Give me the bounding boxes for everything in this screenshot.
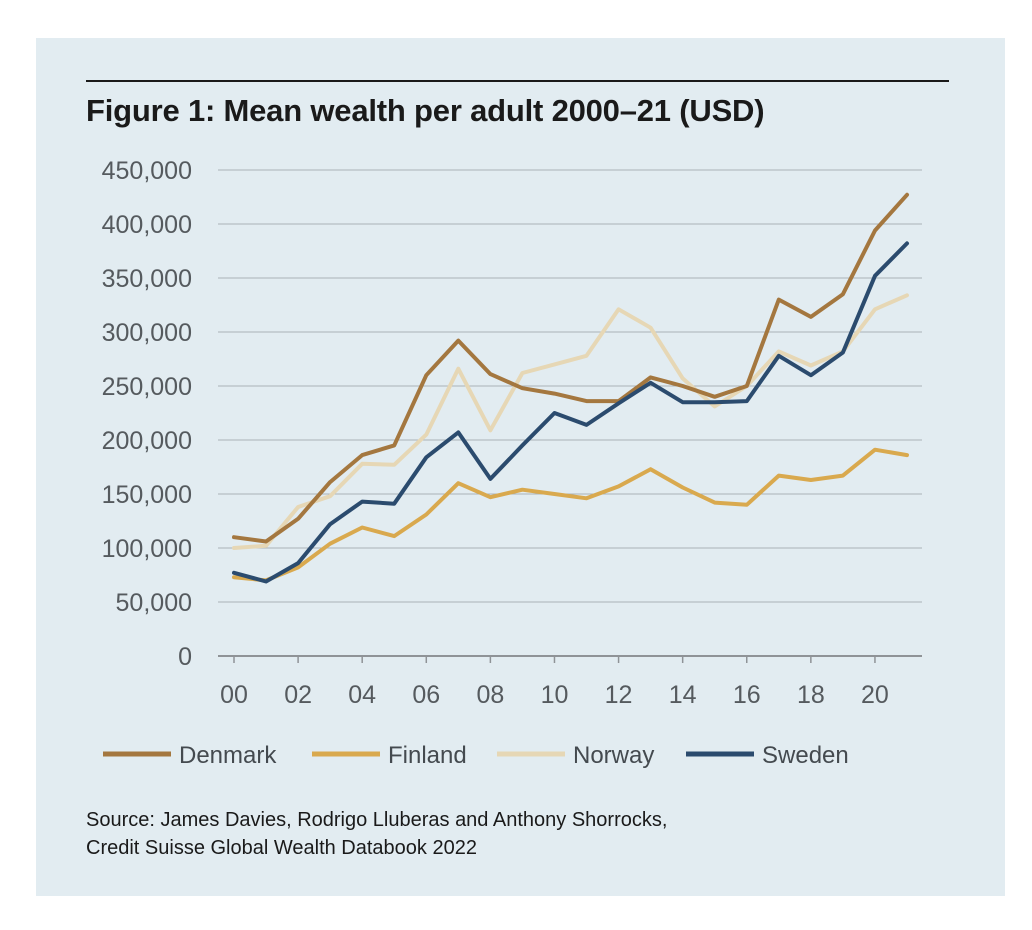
legend-label-sweden: Sweden (762, 742, 849, 769)
y-tick-label: 150,000 (102, 481, 192, 509)
legend-label-denmark: Denmark (179, 742, 277, 769)
y-tick-label: 450,000 (102, 157, 192, 185)
chart-title: Figure 1: Mean wealth per adult 2000–21 … (86, 93, 765, 128)
source-note: Source: James Davies, Rodrigo Lluberas a… (86, 806, 667, 862)
series-line-norway (232, 293, 909, 550)
y-tick-label: 400,000 (102, 211, 192, 239)
x-tick-label: 10 (541, 681, 569, 709)
legend-label-norway: Norway (573, 742, 654, 769)
y-tick-label: 50,000 (116, 589, 192, 617)
x-tick-label: 06 (412, 681, 440, 709)
x-tick-label: 20 (861, 681, 889, 709)
title-rule (86, 80, 949, 82)
x-tick-label: 00 (220, 681, 248, 709)
x-tick-label: 04 (348, 681, 376, 709)
series-line-denmark (232, 192, 909, 544)
x-tick-label: 16 (733, 681, 761, 709)
x-tick-label: 14 (669, 681, 697, 709)
y-tick-label: 350,000 (102, 265, 192, 293)
y-tick-label: 200,000 (102, 427, 192, 455)
x-tick-label: 08 (476, 681, 504, 709)
series-line-sweden (232, 241, 909, 584)
y-tick-label: 100,000 (102, 535, 192, 563)
y-tick-label: 250,000 (102, 373, 192, 401)
source-line-2: Credit Suisse Global Wealth Databook 202… (86, 837, 477, 859)
y-tick-label: 0 (178, 643, 192, 671)
y-tick-label: 300,000 (102, 319, 192, 347)
legend-label-finland: Finland (388, 742, 467, 769)
x-tick-label: 18 (797, 681, 825, 709)
series-line-finland (232, 447, 909, 583)
x-tick-label: 12 (605, 681, 633, 709)
x-tick-label: 02 (284, 681, 312, 709)
source-line-1: Source: James Davies, Rodrigo Lluberas a… (86, 809, 668, 831)
